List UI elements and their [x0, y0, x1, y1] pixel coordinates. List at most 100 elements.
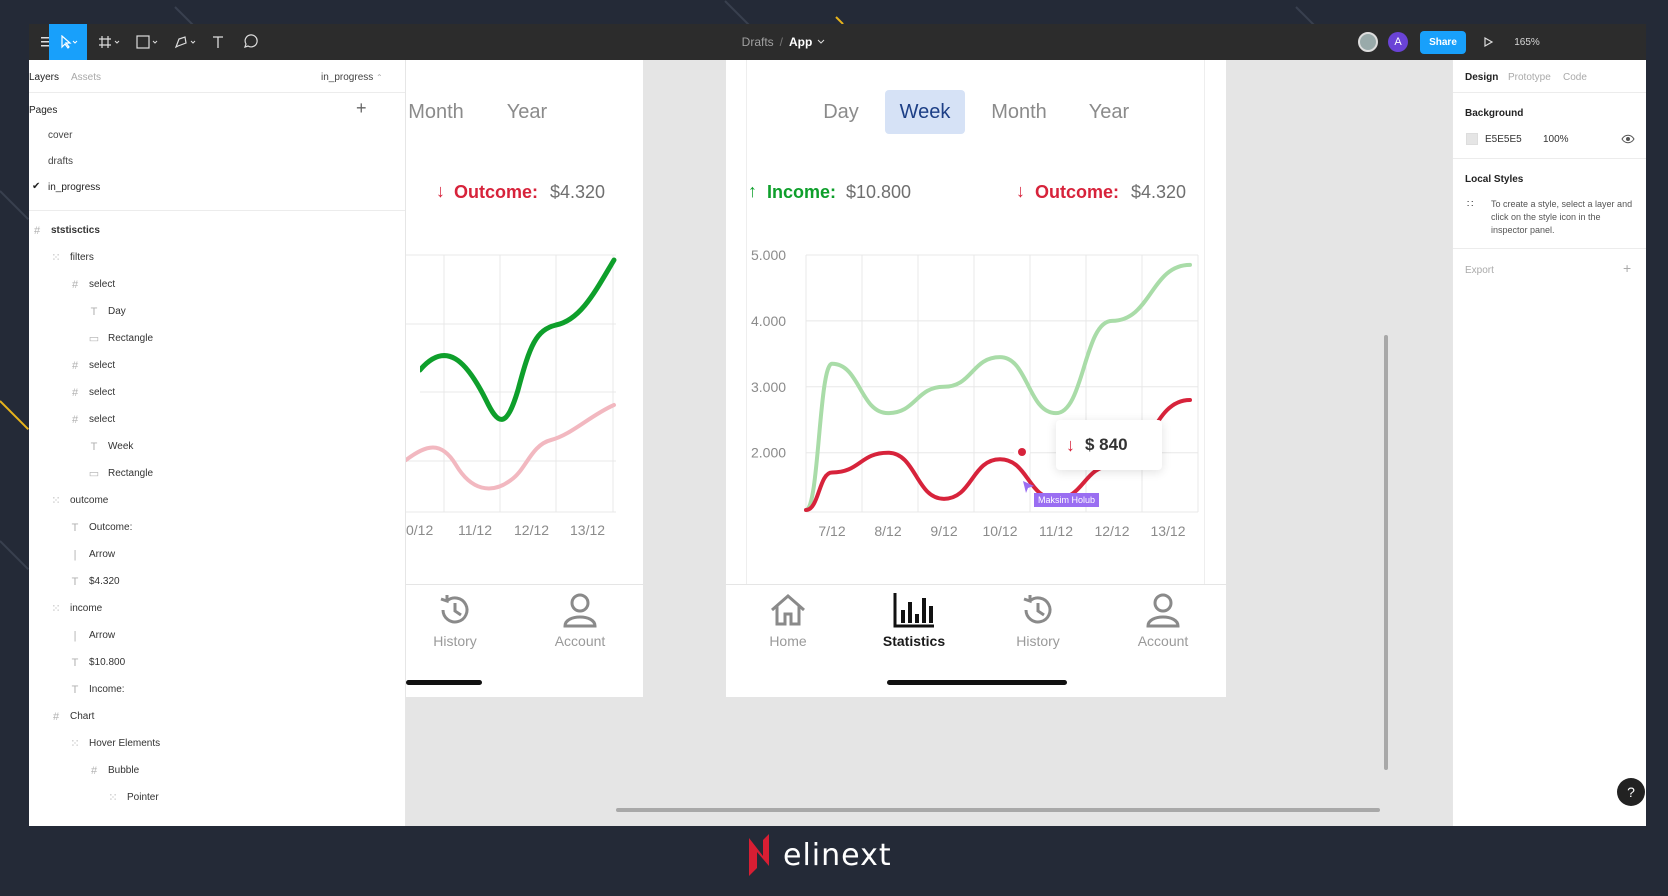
pen-tool-button[interactable]	[171, 24, 201, 60]
layer-item[interactable]: T Week	[88, 433, 134, 460]
chevron-up-icon: ⌃	[376, 73, 383, 82]
layer-item[interactable]: T $10.800	[69, 649, 126, 676]
logo-mark-icon	[749, 834, 769, 876]
layer-item[interactable]: # select	[69, 406, 115, 433]
layer-item[interactable]: ⁙ outcome	[50, 487, 108, 514]
tab-prototype[interactable]: Prototype	[1508, 72, 1551, 83]
outcome-arrow-icon: ↓	[1016, 181, 1025, 201]
outcome-value: $4.320	[1131, 182, 1187, 202]
tab-day[interactable]: Day	[823, 100, 859, 123]
rectangle-icon	[136, 35, 158, 49]
layer-item[interactable]: | Arrow	[69, 541, 116, 568]
nav-history[interactable]: History	[406, 590, 505, 649]
income-arrow-icon: ↑	[748, 181, 757, 201]
tab-year[interactable]: Year	[506, 100, 548, 123]
y-tick-label: 2.000	[751, 445, 786, 461]
breadcrumb: Drafts / App	[729, 24, 839, 60]
tab-layers[interactable]: Layers	[29, 72, 60, 83]
text-icon: T	[90, 440, 98, 453]
layer-label: select	[89, 360, 116, 371]
tab-week[interactable]: Week	[885, 90, 965, 134]
frame-icon: #	[71, 278, 79, 291]
avatar[interactable]	[1356, 24, 1380, 60]
page-item-in-progress[interactable]: in_progress	[48, 182, 101, 193]
layer-item[interactable]: ⁙ filters	[50, 244, 94, 271]
nav-home[interactable]: Home	[738, 590, 838, 649]
frame-icon	[99, 36, 120, 48]
tab-assets[interactable]: Assets	[71, 72, 102, 83]
background-opacity[interactable]: 100%	[1543, 134, 1569, 145]
nav-history-label: History	[1016, 633, 1060, 649]
layer-label: outcome	[70, 495, 109, 506]
present-button[interactable]	[1477, 24, 1499, 60]
share-button[interactable]: Share	[1420, 30, 1466, 54]
chevron-down-icon[interactable]	[816, 38, 826, 46]
text-icon: T	[71, 575, 79, 588]
layer-item[interactable]: # select	[69, 379, 115, 406]
tab-design[interactable]: Design	[1465, 72, 1499, 83]
eye-icon[interactable]	[1621, 134, 1635, 144]
canvas[interactable]: Month Year ↓ Outcome: $4.320 0/12 11/12 …	[406, 60, 1452, 826]
add-page-icon[interactable]: +	[356, 98, 367, 118]
text-tool-button[interactable]	[205, 24, 231, 60]
layer-item[interactable]: T Outcome:	[69, 514, 133, 541]
layer-item[interactable]: ▭ Rectangle	[88, 325, 153, 352]
layer-item[interactable]: ⁙ income	[50, 595, 102, 622]
x-tick-label: 9/12	[930, 523, 957, 539]
layer-item[interactable]: ⁙ Hover Elements	[69, 730, 160, 757]
zoom-control[interactable]: 165%	[1503, 24, 1551, 60]
account-icon	[1146, 593, 1180, 628]
layer-item[interactable]: ▭ Rectangle	[88, 460, 153, 487]
layer-item[interactable]: T $4.320	[69, 568, 120, 595]
layer-item[interactable]: T Day	[88, 298, 126, 325]
nav-statistics[interactable]: Statistics	[864, 590, 964, 649]
shape-tool-button[interactable]	[133, 24, 163, 60]
frame-tool-button[interactable]	[95, 24, 125, 60]
breadcrumb-parent[interactable]: Drafts	[741, 35, 774, 49]
frame-statistics[interactable]: Day Week Month Year ↑ Income: $10.800 ↓ …	[726, 60, 1226, 697]
move-tool-button[interactable]	[49, 24, 87, 60]
page-item-cover[interactable]: cover	[48, 130, 73, 141]
layer-item[interactable]: # select	[69, 352, 115, 379]
breadcrumb-current[interactable]: App	[789, 35, 813, 49]
tab-month[interactable]: Month	[408, 100, 464, 123]
frame-previous[interactable]: Month Year ↓ Outcome: $4.320 0/12 11/12 …	[406, 60, 643, 697]
background-heading: Background	[1465, 108, 1524, 119]
menu-icon[interactable]	[29, 24, 65, 60]
nav-account[interactable]: Account	[1113, 590, 1213, 649]
layer-label: select	[89, 414, 116, 425]
background-swatch[interactable]	[1466, 133, 1478, 145]
layer-item[interactable]: # select	[69, 271, 115, 298]
avatar-letter[interactable]: A	[1386, 24, 1410, 60]
tab-month[interactable]: Month	[991, 100, 1047, 123]
page-item-drafts[interactable]: drafts	[48, 156, 74, 167]
layer-item[interactable]: T Income:	[69, 676, 125, 703]
cursor-icon	[1023, 481, 1034, 493]
nav-statistics-label: Statistics	[882, 633, 946, 649]
x-tick: 12/12	[514, 522, 550, 538]
x-tick-label: 10/12	[982, 523, 1017, 539]
account-icon	[563, 593, 597, 628]
page-selector[interactable]: in_progress ⌃	[321, 72, 383, 83]
layer-item[interactable]: | Arrow	[69, 622, 116, 649]
nav-account[interactable]: Account	[530, 590, 630, 649]
add-export-icon[interactable]: +	[1623, 260, 1632, 276]
layer-item[interactable]: # Chart	[50, 703, 95, 730]
income-value: $10.800	[846, 182, 912, 202]
tab-year[interactable]: Year	[1088, 100, 1130, 123]
pages-heading: Pages	[29, 105, 58, 116]
group-icon: ⁙	[51, 603, 61, 615]
comment-tool-button[interactable]	[237, 24, 263, 60]
tab-code[interactable]: Code	[1563, 72, 1587, 83]
help-icon[interactable]: ?	[1617, 778, 1645, 806]
vertical-scrollbar[interactable]	[1384, 335, 1388, 770]
tooltip-arrow-icon: ↓	[1066, 434, 1075, 455]
layer-item[interactable]: ⁙ Pointer	[107, 784, 158, 811]
rectangle-icon: ▭	[88, 468, 100, 480]
layer-label: ststisctics	[51, 225, 100, 236]
horizontal-scrollbar[interactable]	[616, 808, 1380, 812]
background-hex[interactable]: E5E5E5	[1485, 134, 1522, 145]
nav-history[interactable]: History	[988, 590, 1088, 649]
layer-item[interactable]: # ststisctics	[31, 217, 100, 244]
layer-item[interactable]: # Bubble	[88, 757, 139, 784]
